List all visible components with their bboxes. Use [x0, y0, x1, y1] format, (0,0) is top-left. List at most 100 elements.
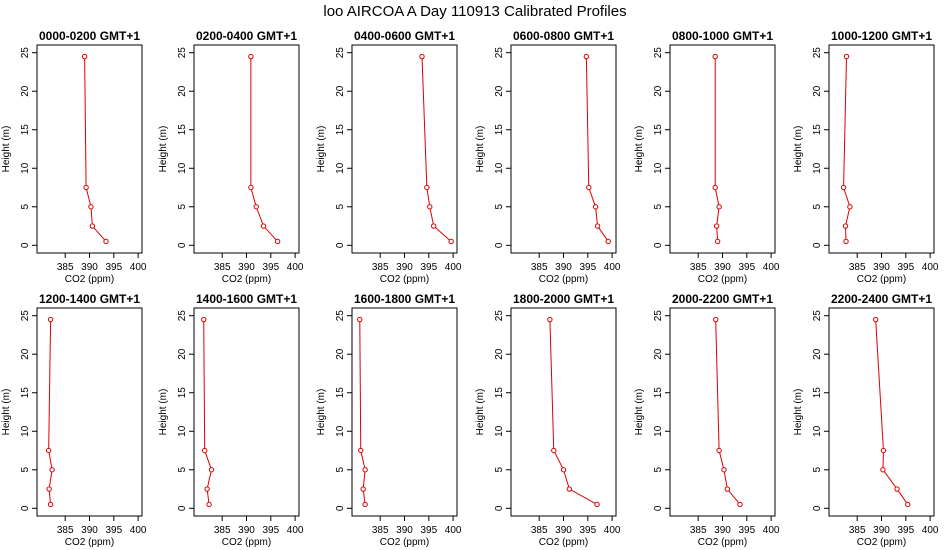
x-tick-label: 395	[579, 262, 596, 273]
plot-frame	[193, 307, 300, 517]
x-tick-label: 400	[604, 525, 621, 536]
profile-point	[551, 447, 557, 454]
profile-point	[47, 316, 54, 323]
profile-point	[103, 238, 109, 245]
profile-point	[45, 447, 52, 454]
x-tick-label: 400	[445, 262, 462, 273]
x-tick-label: 385	[690, 262, 707, 273]
x-axis-label: CO2 (ppm)	[539, 537, 588, 548]
profile-point	[357, 316, 363, 323]
panel-title: 0400-0600 GMT+1	[354, 29, 455, 43]
y-tick-label: 10	[494, 162, 505, 174]
y-tick-label: 10	[20, 425, 31, 437]
profile-point	[448, 238, 454, 245]
x-axis-label: CO2 (ppm)	[222, 274, 271, 285]
x-tick-label: 400	[287, 262, 304, 273]
profile-point	[89, 223, 96, 229]
chart-panel: 1000-1200 GMT+1 385 390 395 400 0 5 10 15 20 25 CO2…	[793, 29, 939, 285]
chart-panel: 1600-1800 GMT+1 385 390 395 400 0 5 10 15 20 25 CO2…	[316, 292, 462, 548]
plot-frame	[36, 307, 143, 517]
profile-line	[84, 56, 107, 242]
panel-grid: 0000-0200 GMT+1 385 390 395 400 0 5 10 15 20 25 CO2…	[1, 29, 939, 548]
x-tick-label: 385	[214, 262, 231, 273]
chart-panel: 0200-0400 GMT+1 385 390 395 400 0 5 10 15 20 25 CO2…	[158, 29, 304, 285]
y-tick-label: 25	[177, 310, 188, 322]
y-tick-label: 25	[812, 47, 823, 59]
profile-line	[203, 319, 213, 505]
x-tick-label: 400	[922, 525, 939, 536]
x-tick-label: 395	[897, 525, 914, 536]
y-tick-label: 0	[335, 242, 346, 248]
y-tick-label: 5	[653, 467, 664, 473]
profile-line	[715, 319, 741, 505]
profile-point	[905, 501, 911, 508]
y-tick-label: 15	[494, 124, 505, 136]
x-tick-label: 385	[214, 525, 231, 536]
panel-title: 0800-1000 GMT+1	[672, 29, 773, 43]
profile-point	[592, 204, 599, 210]
profile-point	[419, 53, 425, 60]
chart-panel: 1400-1600 GMT+1 385 390 395 400 0 5 10 15 20 25 CO2…	[158, 292, 304, 548]
plot-frame	[351, 44, 458, 254]
y-tick-label: 15	[653, 387, 664, 399]
profile-point	[843, 53, 850, 60]
profile-point	[424, 184, 430, 191]
y-tick-label: 25	[335, 310, 346, 322]
y-tick-label: 25	[653, 47, 664, 59]
x-tick-label: 390	[238, 525, 255, 536]
chart-panel: 2200-2400 GMT+1 385 390 395 400 0 5 10 15 20 25 CO2…	[793, 292, 939, 548]
y-tick-label: 25	[335, 47, 346, 59]
y-tick-label: 20	[494, 85, 505, 97]
y-tick-label: 5	[653, 204, 664, 210]
x-tick-label: 390	[81, 525, 98, 536]
profile-point	[201, 447, 208, 454]
x-tick-label: 385	[531, 525, 548, 536]
profile-point	[594, 501, 600, 508]
y-tick-label: 15	[335, 387, 346, 399]
y-tick-label: 5	[812, 467, 823, 473]
x-tick-label: 390	[873, 525, 890, 536]
y-tick-label: 0	[812, 242, 823, 248]
y-tick-label: 25	[494, 310, 505, 322]
profile-line	[250, 56, 278, 242]
chart-panel: 0400-0600 GMT+1 385 390 395 400 0 5 10 15 20 25 CO2…	[316, 29, 462, 285]
x-tick-label: 390	[555, 262, 572, 273]
x-axis-label: CO2 (ppm)	[380, 537, 429, 548]
profile-point	[566, 486, 573, 492]
x-axis-label: CO2 (ppm)	[222, 537, 271, 548]
y-axis-label: Height (m)	[475, 389, 486, 436]
y-axis-label: Height (m)	[634, 389, 645, 436]
y-tick-label: 0	[20, 505, 31, 511]
profile-line	[714, 56, 720, 242]
x-tick-label: 385	[57, 525, 74, 536]
plot-frame	[510, 307, 617, 517]
y-tick-label: 10	[335, 425, 346, 437]
panel-title: 1600-1800 GMT+1	[354, 292, 455, 306]
y-tick-label: 20	[812, 85, 823, 97]
x-tick-label: 400	[922, 262, 939, 273]
x-tick-label: 385	[690, 525, 707, 536]
y-tick-label: 20	[20, 85, 31, 97]
y-axis-label: Height (m)	[634, 126, 645, 173]
y-tick-label: 20	[335, 348, 346, 360]
y-tick-label: 15	[20, 387, 31, 399]
y-tick-label: 15	[653, 124, 664, 136]
y-tick-label: 10	[653, 162, 664, 174]
y-tick-label: 10	[494, 425, 505, 437]
y-tick-label: 15	[177, 387, 188, 399]
profile-point	[583, 53, 590, 60]
y-tick-label: 5	[20, 467, 31, 473]
y-axis-label: Height (m)	[793, 389, 804, 436]
x-tick-label: 385	[849, 525, 866, 536]
x-tick-label: 385	[57, 262, 74, 273]
chart-panel: 1800-2000 GMT+1 385 390 395 400 0 5 10 15 20 25 CO2…	[475, 292, 621, 548]
y-tick-label: 20	[653, 348, 664, 360]
profile-point	[721, 467, 727, 473]
y-tick-label: 25	[20, 310, 31, 322]
profile-point	[358, 447, 364, 454]
y-axis-label: Height (m)	[475, 126, 486, 173]
profile-point	[430, 223, 437, 229]
x-tick-label: 385	[531, 262, 548, 273]
profile-point	[206, 501, 212, 508]
y-axis-label: Height (m)	[1, 126, 12, 173]
